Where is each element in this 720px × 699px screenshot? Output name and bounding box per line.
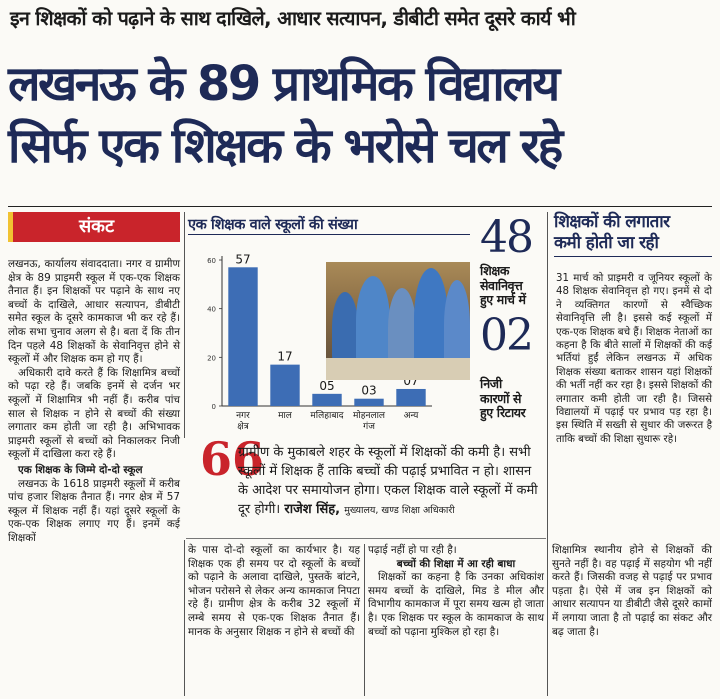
bar-value-label: 05 <box>319 379 334 393</box>
retired-label: शिक्षक सेवानिवृत्त हुए मार्च में <box>480 263 526 307</box>
bottom-divider <box>186 538 546 539</box>
col3-subhead: बच्चों की शिक्षा में आ रही बाधा <box>396 557 516 570</box>
bar <box>396 388 426 406</box>
section-tag: संकट <box>8 212 180 242</box>
x-tick-label: अन्य <box>404 411 420 421</box>
headline-divider <box>8 206 712 207</box>
chart-title: एक शिक्षक वाले स्कूलों की संख्या <box>188 217 358 233</box>
bar-value-label: 57 <box>235 252 250 266</box>
column-rule-2 <box>364 544 365 696</box>
headline-line-1: लखनऊ के 89 प्राथमिक विद्यालय <box>8 56 560 112</box>
classroom-photo <box>326 262 470 380</box>
col3-body: शिक्षकों का कहना है कि उनका अधिकांश समय … <box>368 571 544 638</box>
private-retired-count: 02 <box>480 310 534 361</box>
bar <box>312 393 342 406</box>
x-tick-label: नगर <box>236 411 250 421</box>
y-tick-label: 60 <box>207 257 216 265</box>
x-tick-label: मलिहाबाद <box>310 409 343 421</box>
private-retired-label: निजी कारणों से हुए रिटायर <box>480 376 526 420</box>
kicker-headline: इन शिक्षकों को पढ़ाने के साथ दाखिले, आधा… <box>10 7 576 30</box>
x-tick-label: गंज <box>363 421 375 432</box>
bottom-column-4: शिक्षामित्र स्थानीय होने से शिक्षकों की … <box>552 544 712 638</box>
student-figure <box>388 288 416 368</box>
x-tick-label: मोहनलाल <box>353 409 386 421</box>
right-paragraph: 31 मार्च को प्राइमरी व जूनियर स्कूलों के… <box>556 273 712 445</box>
bottom-column-2: के पास दो-दो स्कूलों का कार्यभार है। यह … <box>188 544 360 638</box>
x-tick-label: माल <box>278 411 293 421</box>
quote-icon: 66 <box>200 432 265 486</box>
column-rule-3 <box>547 212 548 696</box>
bar-value-label: 03 <box>361 384 376 398</box>
column-rule-1 <box>184 212 185 438</box>
quote-role: मुख्यालय, खण्ड शिक्षा अधिकारी <box>344 505 455 516</box>
bar <box>354 398 384 406</box>
bar <box>228 267 258 406</box>
y-tick-label: 40 <box>207 306 216 314</box>
bar <box>270 364 300 406</box>
left-column: लखनऊ, कार्यालय संवाददाता। नगर व ग्रामीण … <box>8 258 180 545</box>
headline-line-2: सिर्फ एक शिक्षक के भरोसे चल रहे <box>8 118 563 174</box>
left-paragraph-2: अधिकारी दावे करते हैं कि शिक्षामित्र बच्… <box>8 366 180 461</box>
right-column-title: शिक्षकों की लगातार कमी होती जा रही <box>554 212 670 253</box>
chart-title-underline <box>188 234 470 235</box>
left-paragraph-1: लखनऊ, कार्यालय संवाददाता। नगर व ग्रामीण … <box>8 258 180 366</box>
y-tick-label: 0 <box>212 403 216 411</box>
col3-lead: पढ़ाई नहीं हो पा रही है। <box>368 544 457 556</box>
official-quote: ग्रामीण के मुकाबले शहर के स्कूलों में शि… <box>238 443 538 520</box>
retired-count: 48 <box>480 212 534 263</box>
student-figure <box>332 292 358 362</box>
student-figure <box>444 280 470 370</box>
left-subhead: एक शिक्षक के जिम्मे दो-दो स्कूल <box>18 463 143 476</box>
y-tick-label: 20 <box>207 354 216 362</box>
bar-value-label: 17 <box>277 350 292 364</box>
student-figure <box>356 276 390 366</box>
quote-author: राजेश सिंह, <box>284 502 341 517</box>
left-paragraph-3: लखनऊ के 1618 प्राइमरी स्कूलों में करीब प… <box>8 477 180 544</box>
bottom-column-3: पढ़ाई नहीं हो पा रही है। बच्चों की शिक्ष… <box>368 544 544 639</box>
column-rule-1b <box>184 540 185 696</box>
student-figure <box>414 268 448 368</box>
x-tick-label: क्षेत्र <box>237 420 249 432</box>
desk <box>326 358 470 380</box>
quote-text: ग्रामीण के मुकाबले शहर के स्कूलों में शि… <box>238 445 538 517</box>
right-title-underline <box>554 256 712 257</box>
